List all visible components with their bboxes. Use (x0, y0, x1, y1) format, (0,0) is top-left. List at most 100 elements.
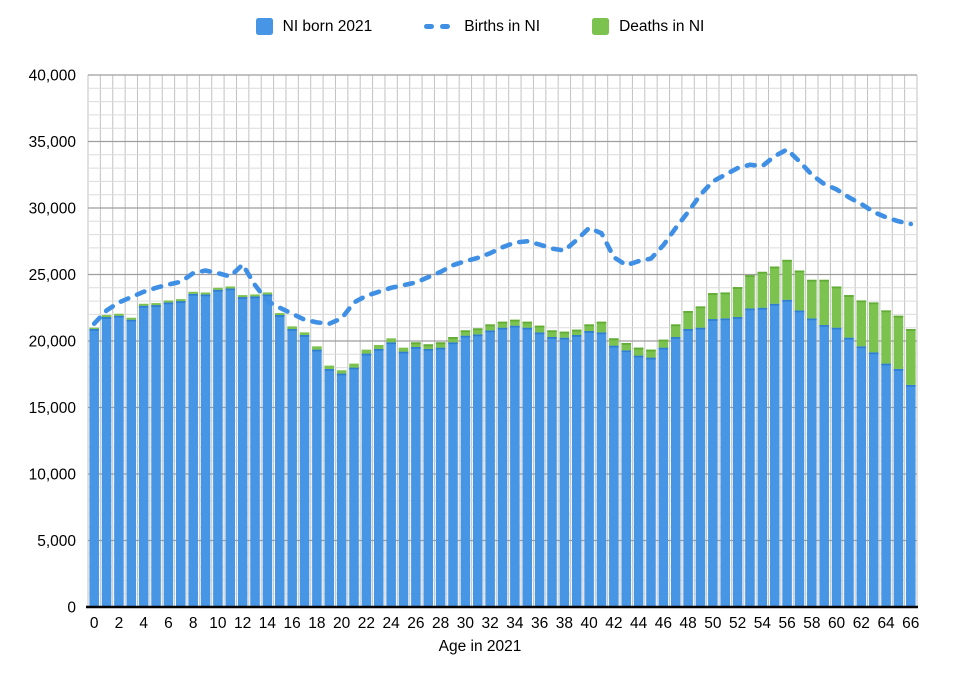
ni-born-bar (262, 294, 273, 607)
x-tick-label: 42 (605, 615, 622, 632)
deaths-bar (807, 279, 817, 319)
deaths-bar (237, 295, 248, 298)
deaths-bar (101, 315, 112, 318)
x-tick-label: 44 (630, 615, 648, 632)
bar-top-edge (472, 334, 483, 337)
deaths-bar (386, 338, 396, 343)
ni-born-bar (472, 334, 483, 607)
ni-born-bar (324, 368, 335, 607)
ni-born-bar (695, 327, 706, 607)
bar-top-edge (522, 327, 533, 330)
x-tick-label: 60 (828, 615, 846, 632)
ni-born-bar (510, 325, 520, 607)
deaths-bar (559, 331, 570, 338)
deaths-bar (411, 342, 421, 347)
legend-item-ni-born: NI born 2021 (255, 18, 372, 35)
bar-top-edge (893, 368, 904, 371)
ni-born-bar (782, 299, 792, 607)
bar-top-edge (423, 348, 434, 351)
ni-born-bar (349, 367, 359, 607)
legend-label: Births in NI (464, 18, 541, 35)
bar-top-edge (881, 310, 891, 313)
bar-top-edge (670, 337, 681, 339)
deaths-bar (114, 313, 124, 316)
bar-top-edge (435, 342, 446, 345)
ni-born-bar (844, 337, 854, 607)
bar-top-edge (757, 307, 768, 310)
ni-born-bar (287, 329, 297, 607)
bar-top-edge (745, 275, 755, 277)
ni-born-bar (250, 296, 260, 607)
bar-top-edge (794, 310, 805, 313)
legend-label: Deaths in NI (619, 18, 705, 35)
bar-top-edge (906, 384, 916, 387)
bar-top-edge (411, 346, 421, 349)
bar-top-edge (151, 305, 161, 307)
bar-top-edge (497, 321, 508, 324)
bar-top-edge (868, 352, 879, 355)
chart-legend: NI born 2021 Births in NI Deaths in NI (0, 18, 960, 35)
bar-top-edge (646, 357, 656, 360)
bar-top-edge (126, 319, 137, 322)
y-tick-label: 0 (67, 600, 76, 617)
y-tick-label: 10,000 (29, 467, 77, 484)
bar-top-edge (609, 338, 619, 341)
x-tick-label: 54 (754, 615, 772, 632)
ni-born-bar (460, 335, 471, 607)
x-tick-label: 50 (704, 615, 722, 632)
ni-born-bar (411, 346, 421, 607)
x-tick-label: 48 (679, 615, 696, 632)
ni-born-swatch-icon (255, 18, 273, 35)
ni-born-bar (225, 288, 236, 607)
bar-top-edge (349, 367, 359, 370)
ni-born-bar (213, 289, 223, 607)
bar-top-edge (732, 317, 743, 319)
ni-born-bar (151, 305, 161, 607)
ni-born-bar (769, 303, 780, 607)
ni-born-bar (683, 329, 693, 607)
x-tick-label: 52 (729, 615, 746, 632)
bar-top-edge (633, 347, 644, 350)
ni-born-bar (114, 315, 124, 607)
x-tick-label: 36 (531, 615, 548, 632)
ni-born-bar (423, 348, 434, 607)
ni-born-bar (435, 347, 446, 607)
x-tick-label: 46 (655, 615, 672, 632)
deaths-bar (881, 310, 891, 364)
ni-born-bar (881, 363, 891, 607)
bar-top-edge (386, 342, 396, 345)
bar-top-edge (138, 305, 149, 308)
deaths-bar (856, 300, 867, 347)
deaths-bar (819, 279, 829, 326)
bar-top-edge (695, 306, 706, 309)
deaths-bar (534, 325, 545, 333)
bar-top-edge (275, 315, 285, 317)
bar-top-edge (448, 342, 458, 345)
deaths-bar (373, 344, 384, 349)
deaths-bar (868, 302, 879, 353)
deaths-bar (435, 342, 446, 348)
bar-top-edge (237, 297, 248, 299)
x-tick-label: 0 (90, 615, 99, 632)
x-tick-label: 10 (209, 615, 227, 632)
bar-top-edge (621, 343, 632, 345)
ni-born-bar (559, 337, 570, 607)
bars (89, 259, 916, 608)
bar-top-edge (571, 329, 582, 332)
ni-born-bar (757, 307, 768, 607)
bar-top-edge (472, 328, 483, 331)
x-tick-label: 34 (506, 615, 524, 632)
bar-top-edge (609, 345, 619, 348)
bar-top-edge (584, 331, 594, 333)
x-tick-label: 24 (383, 615, 401, 632)
bar-top-edge (683, 329, 693, 331)
y-tick-label: 5,000 (37, 533, 76, 550)
bar-top-edge (831, 327, 842, 330)
x-tick-label: 26 (407, 615, 424, 632)
x-tick-label: 64 (877, 615, 895, 632)
ni-born-bar (534, 332, 545, 607)
bar-top-edge (831, 286, 842, 289)
ni-born-bar (200, 294, 211, 607)
bar-top-edge (89, 329, 99, 331)
